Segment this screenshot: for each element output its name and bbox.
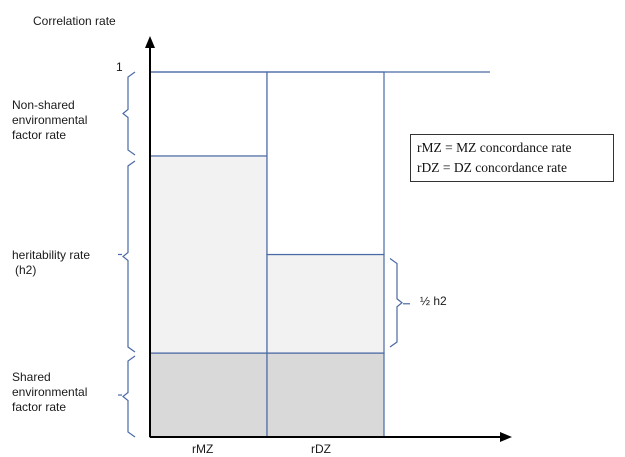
heritability-label-line: (h2)	[15, 263, 37, 277]
shared-label-line: factor rate	[12, 400, 67, 414]
shared-env-segment-rdz	[266, 352, 385, 438]
legend-line-rdz: rDZ = DZ concordance rate	[417, 160, 568, 175]
x-tick-label-rmz: rMZ	[192, 442, 214, 456]
non-shared-label-line: factor rate	[12, 128, 67, 142]
x-tick-label-rdz: rDZ	[311, 442, 331, 456]
shared-label: Shared environmental factor rate	[12, 370, 87, 415]
legend-line-rmz: rMZ = MZ concordance rate	[417, 140, 572, 155]
y-axis-arrow	[145, 36, 155, 48]
non-shared-bracket	[122, 71, 136, 156]
heritability-label: heritability rate (h2)	[12, 248, 90, 278]
half-h2-label: ½ h2	[420, 294, 447, 308]
y-axis-title: Correlation rate	[33, 14, 116, 28]
non-shared-label: Non-shared environmental factor rate	[12, 98, 87, 143]
non-shared-env-segment-rmz	[149, 71, 268, 157]
non-shared-label-line: Non-shared	[12, 98, 75, 112]
half-h2-bracket	[389, 258, 403, 348]
heritability-segment-rdz	[266, 253, 385, 354]
x-axis-arrow	[500, 432, 512, 442]
y-axis-max-label: 1	[116, 60, 123, 74]
shared-env-segment-rmz	[149, 352, 268, 438]
heritability-segment-rmz	[149, 155, 268, 354]
non-shared-label-line: environmental	[12, 113, 88, 127]
heritability-label-line: heritability rate	[12, 248, 91, 262]
legend-box: rMZ = MZ concordance rate rDZ = DZ conco…	[410, 134, 614, 182]
shared-label-line: environmental	[12, 385, 88, 399]
heritability-bracket	[122, 160, 136, 353]
shared-label-line: Shared	[12, 370, 51, 384]
shared-bracket	[122, 355, 136, 438]
non-shared-env-segment-rdz	[266, 71, 385, 256]
